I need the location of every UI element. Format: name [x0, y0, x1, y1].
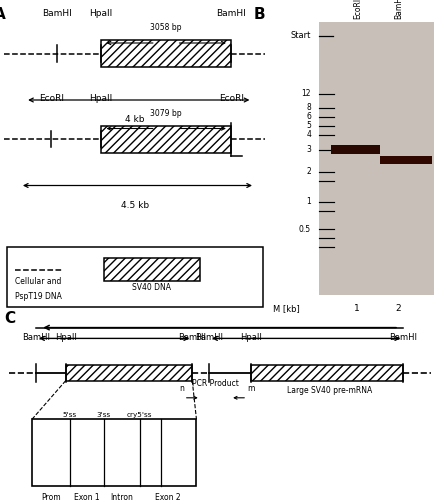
- Text: A: A: [0, 7, 6, 22]
- Text: n: n: [179, 384, 184, 394]
- Text: 3079 bp: 3079 bp: [150, 109, 181, 118]
- Bar: [66, 364, 192, 380]
- Text: C: C: [4, 312, 16, 326]
- Text: cry5'ss: cry5'ss: [126, 412, 152, 418]
- Text: 1: 1: [306, 198, 310, 206]
- Text: BamHI: BamHI: [195, 333, 223, 342]
- Bar: [330, 146, 380, 154]
- Text: Exon 2: Exon 2: [155, 493, 181, 500]
- Bar: [101, 126, 231, 152]
- Text: 2: 2: [306, 168, 310, 176]
- Text: PspT19 DNA: PspT19 DNA: [15, 292, 62, 301]
- Bar: [101, 40, 231, 67]
- Text: SV40 DNA: SV40 DNA: [132, 283, 171, 292]
- Text: BamHI: BamHI: [216, 8, 246, 18]
- Text: Cellular and: Cellular and: [15, 277, 61, 286]
- Bar: [7, 247, 262, 307]
- Text: M [kb]: M [kb]: [273, 304, 299, 313]
- Bar: [32, 420, 196, 486]
- Text: 4 kb: 4 kb: [125, 115, 144, 124]
- Text: BamHI: BamHI: [388, 333, 416, 342]
- Text: 3'ss: 3'ss: [96, 412, 111, 418]
- Text: 3: 3: [306, 145, 310, 154]
- Bar: [251, 364, 402, 380]
- Text: B: B: [253, 7, 264, 22]
- Text: 5: 5: [306, 121, 310, 130]
- Text: BamHI: BamHI: [22, 333, 50, 342]
- Text: 6: 6: [306, 112, 310, 121]
- Text: Large SV40 pre-mRNA: Large SV40 pre-mRNA: [286, 386, 371, 395]
- Text: 12: 12: [301, 90, 310, 98]
- Bar: [319, 22, 434, 295]
- Text: EcoRI: EcoRI: [218, 94, 243, 103]
- Text: HpaII: HpaII: [89, 94, 112, 103]
- Text: EcoRI: EcoRI: [39, 94, 64, 103]
- Text: 5'ss: 5'ss: [62, 412, 77, 418]
- Text: HpaII: HpaII: [240, 333, 262, 342]
- Text: 4.5 kb: 4.5 kb: [121, 200, 148, 209]
- Text: BamHI: BamHI: [393, 0, 402, 19]
- Bar: [380, 156, 431, 164]
- Text: BamHI: BamHI: [178, 333, 206, 342]
- Text: HpaII: HpaII: [55, 333, 76, 342]
- Text: Prom: Prom: [41, 493, 61, 500]
- Text: EcoRI: EcoRI: [352, 0, 361, 19]
- Text: Intron: Intron: [110, 493, 133, 500]
- Text: 4: 4: [306, 130, 310, 139]
- Text: Exon 1: Exon 1: [74, 493, 99, 500]
- Text: 8: 8: [306, 103, 310, 112]
- Text: 3058 bp: 3058 bp: [150, 24, 181, 32]
- Text: PCR Product: PCR Product: [191, 379, 238, 388]
- Text: Start: Start: [290, 31, 310, 40]
- Text: 0.5: 0.5: [298, 224, 310, 234]
- Bar: [103, 258, 200, 281]
- Text: HpaII: HpaII: [89, 8, 112, 18]
- Text: 2: 2: [395, 304, 401, 313]
- Text: m: m: [247, 384, 254, 394]
- Text: 1: 1: [354, 304, 359, 313]
- Text: BamHI: BamHI: [42, 8, 71, 18]
